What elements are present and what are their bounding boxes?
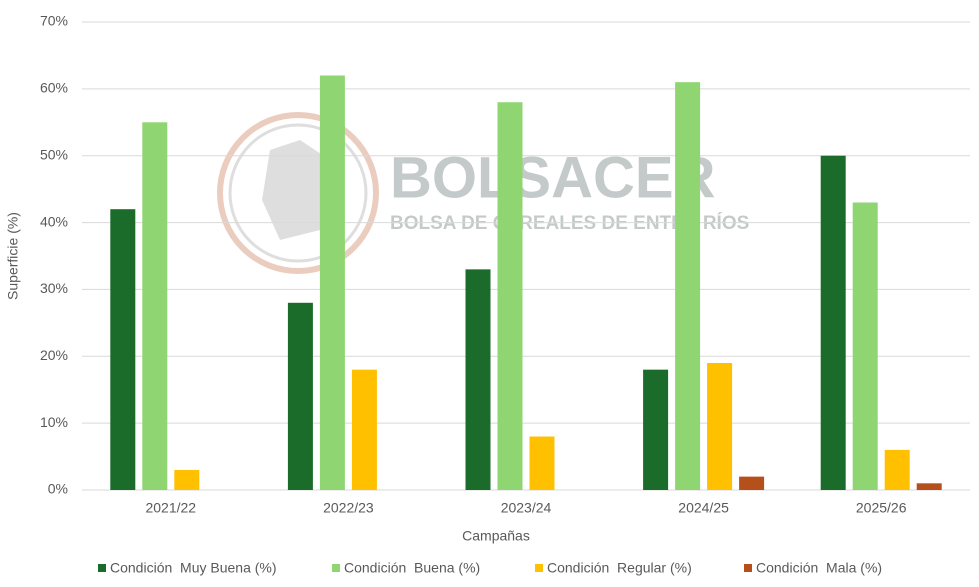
bar: [497, 102, 523, 490]
legend-swatch: [332, 564, 340, 572]
bar: [351, 369, 377, 490]
legend-label: Condición Mala (%): [756, 560, 882, 576]
x-axis-label: Campañas: [462, 528, 530, 544]
bar: [319, 75, 345, 490]
watermark-logo: [217, 112, 379, 274]
y-tick-label: 40%: [40, 213, 68, 229]
bar: [529, 436, 555, 490]
bar: [643, 369, 669, 490]
bar: [739, 476, 765, 490]
bar: [675, 82, 701, 491]
legend-label: Condición Muy Buena (%): [110, 560, 277, 576]
y-tick-label: 10%: [40, 414, 68, 430]
bar: [465, 269, 491, 490]
y-tick-label: 50%: [40, 146, 68, 162]
x-tick-label: 2021/22: [145, 500, 196, 516]
y-tick-label: 70%: [40, 13, 68, 29]
bar: [707, 362, 733, 490]
y-tick-label: 0%: [48, 481, 68, 497]
legend-swatch: [535, 564, 543, 572]
bar: [287, 302, 313, 490]
bar: [174, 469, 200, 490]
bar: [916, 483, 942, 490]
watermark-title: BOLSACER: [390, 145, 715, 210]
legend-swatch: [98, 564, 106, 572]
legend-label: Condición Regular (%): [547, 560, 692, 576]
x-tick-label: 2022/23: [323, 500, 374, 516]
bar: [852, 202, 878, 490]
y-tick-label: 20%: [40, 347, 68, 363]
legend-swatch: [744, 564, 752, 572]
y-tick-label: 60%: [40, 80, 68, 96]
x-tick-label: 2025/26: [856, 500, 907, 516]
bar: [820, 155, 846, 490]
bar: [884, 449, 910, 490]
y-axis-label: Superficie (%): [5, 212, 21, 300]
y-tick-label: 30%: [40, 280, 68, 296]
x-tick-label: 2023/24: [501, 500, 552, 516]
bar: [110, 209, 136, 490]
bar: [142, 122, 168, 491]
x-tick-label: 2024/25: [678, 500, 729, 516]
legend-label: Condición Buena (%): [344, 560, 480, 576]
